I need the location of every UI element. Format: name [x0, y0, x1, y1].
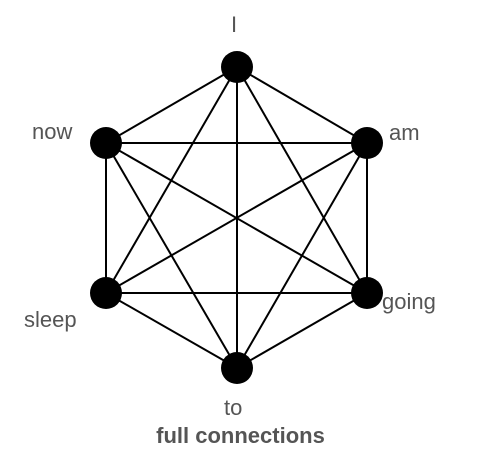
node-label-i: I: [231, 12, 238, 37]
node-label-sleep: sleep: [24, 307, 77, 332]
node-label-going: going: [382, 289, 436, 314]
edge-i-now: [105, 66, 238, 144]
diagram-caption: full connections: [156, 423, 325, 448]
edge-going-to: [236, 292, 368, 369]
edges: [105, 66, 368, 369]
node-to: [221, 352, 253, 384]
node-sleep: [90, 277, 122, 309]
edge-to-now: [105, 142, 238, 369]
node-i: [221, 51, 253, 83]
edge-i-am: [236, 66, 368, 144]
node-label-to: to: [224, 395, 243, 420]
nodes: [90, 51, 383, 384]
node-going: [351, 277, 383, 309]
edge-going-now: [105, 142, 368, 294]
edge-to-sleep: [105, 292, 238, 369]
node-label-now: now: [32, 119, 73, 144]
node-am: [351, 127, 383, 159]
node-now: [90, 127, 122, 159]
node-label-am: am: [389, 120, 420, 145]
